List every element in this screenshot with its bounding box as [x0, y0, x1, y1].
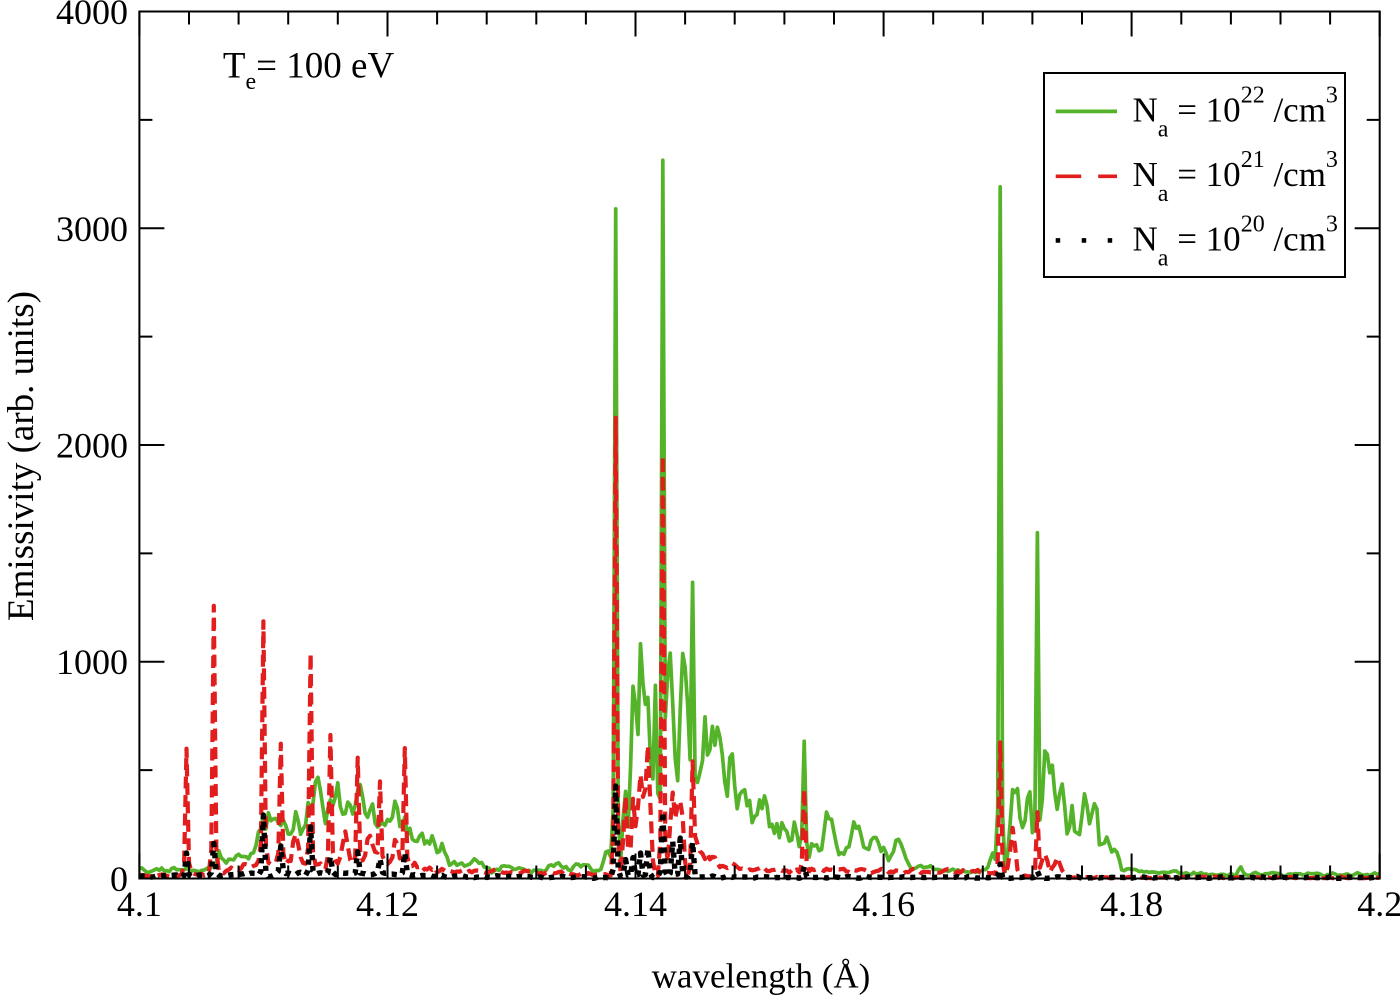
svg-text:4.1: 4.1: [117, 884, 162, 924]
svg-text:4.16: 4.16: [852, 884, 915, 924]
svg-text:4.12: 4.12: [356, 884, 419, 924]
svg-text:4.18: 4.18: [1100, 884, 1163, 924]
svg-text:2000: 2000: [56, 426, 128, 466]
svg-text:4000: 4000: [56, 0, 128, 32]
svg-text:4.2: 4.2: [1357, 884, 1400, 924]
svg-text:wavelength (Å): wavelength (Å): [652, 956, 871, 995]
svg-text:0: 0: [110, 859, 128, 899]
svg-text:4.14: 4.14: [604, 884, 667, 924]
svg-text:1000: 1000: [56, 642, 128, 682]
svg-text:Emissivity (arb. units): Emissivity (arb. units): [1, 291, 42, 621]
svg-text:Na = 1022 /cm3: Na = 1022 /cm3: [1133, 82, 1338, 142]
svg-text:3000: 3000: [56, 209, 128, 249]
